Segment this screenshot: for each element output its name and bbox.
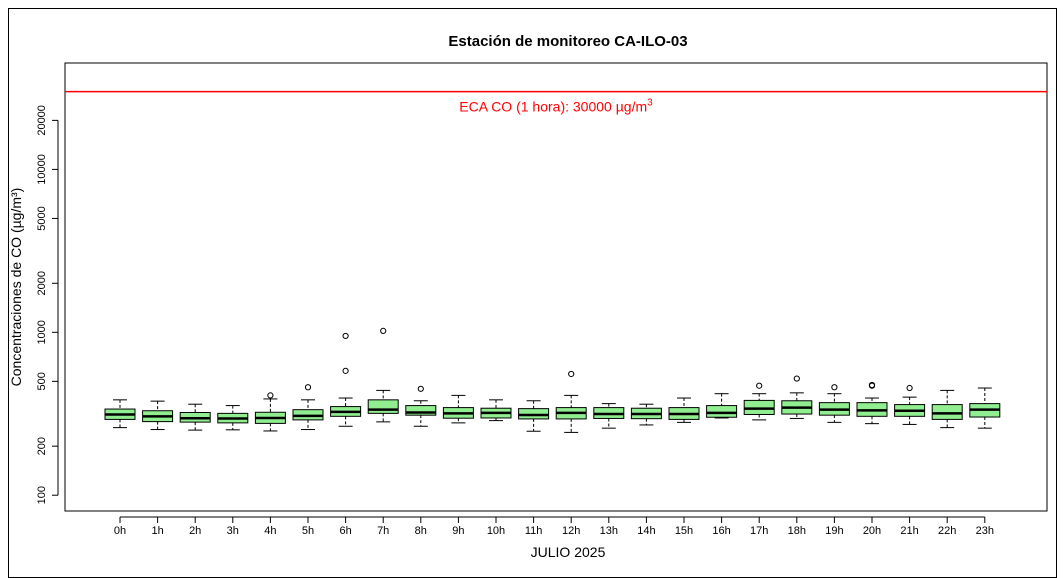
y-tick-label: 500	[36, 372, 48, 390]
outlier-point	[568, 370, 575, 378]
box-14h	[630, 403, 662, 426]
x-tick-label: 5h	[302, 525, 314, 537]
box-5h	[292, 384, 324, 431]
y-tick-label: 2000	[36, 271, 48, 295]
x-tick-label: 15h	[675, 525, 693, 537]
box-0h	[104, 399, 136, 429]
x-tick-label: 1h	[151, 525, 163, 537]
y-axis: 100 200 500 1000 2000 5000 10000 20000	[36, 105, 59, 504]
box-21h	[894, 384, 926, 425]
x-tick-label: 23h	[976, 525, 994, 537]
outlier-point	[304, 384, 312, 391]
x-tick-label: 6h	[339, 525, 351, 537]
x-tick-label: 11h	[525, 525, 543, 537]
x-axis-label: JULIO 2025	[531, 544, 606, 560]
outlier-point	[831, 384, 838, 391]
box-1h	[142, 400, 174, 431]
reference-label-sup: 3	[647, 98, 653, 109]
box-15h	[668, 397, 700, 423]
reference-label-main: ECA CO (1 hora): 30000 µg/m	[459, 99, 647, 115]
x-tick-label: 8h	[415, 525, 427, 537]
x-tick-label: 3h	[227, 525, 239, 537]
box-11h	[518, 400, 550, 432]
x-tick-label: 2h	[189, 525, 201, 537]
box-2h	[179, 403, 211, 431]
box-13h	[593, 403, 625, 429]
box-23h	[969, 387, 1001, 429]
x-tick-label: 22h	[938, 525, 956, 537]
box-20h	[856, 381, 888, 425]
box-16h	[706, 393, 738, 419]
x-tick-label: 12h	[562, 525, 580, 537]
outlier-point	[793, 375, 800, 382]
box-4h	[254, 392, 286, 432]
outlier-point	[417, 385, 424, 392]
y-tick-label: 5000	[36, 206, 48, 230]
box-iqr	[706, 405, 738, 418]
reference-line-label: ECA CO (1 hora): 30000 µg/m3	[459, 98, 653, 115]
x-tick-label: 10h	[487, 525, 505, 537]
box-19h	[818, 384, 850, 423]
y-tick-label: 1000	[36, 320, 48, 344]
y-tick-label: 20000	[36, 105, 48, 136]
x-tick-label: 18h	[788, 525, 806, 537]
box-6h	[330, 332, 362, 427]
outlier-point	[342, 367, 349, 374]
box-iqr	[367, 399, 399, 414]
box-8h	[405, 385, 437, 427]
x-tick-label: 0h	[114, 525, 126, 537]
box-iqr	[931, 404, 963, 420]
box-18h	[781, 375, 813, 419]
x-axis: 0h 1h 2h 3h 4h 5h 6h 7h 8h 9h 10h 11h 12h 13h 14h 15h 16…	[114, 516, 994, 537]
y-tick-label: 10000	[36, 154, 48, 185]
outlier-point	[868, 381, 876, 389]
x-tick-label: 19h	[825, 525, 843, 537]
outlier-point	[342, 332, 349, 340]
outlier-point	[267, 392, 274, 399]
x-tick-label: 17h	[750, 525, 768, 537]
x-tick-label: 4h	[264, 525, 276, 537]
box-22h	[931, 389, 963, 429]
box-series	[104, 327, 1001, 433]
box-3h	[217, 405, 249, 431]
y-axis-label: Concentraciones de CO (µg/m³)	[8, 188, 24, 387]
box-9h	[442, 394, 474, 424]
plot-area	[64, 62, 1048, 512]
reference-line-group: ECA CO (1 hora): 30000 µg/m3	[65, 90, 1047, 115]
outlier-point	[380, 327, 387, 335]
box-7h	[367, 327, 399, 423]
box-10h	[480, 399, 512, 422]
x-tick-label: 7h	[377, 525, 389, 537]
x-tick-label: 16h	[712, 525, 730, 537]
box-12h	[555, 370, 587, 433]
outlier-point	[906, 384, 913, 392]
x-tick-label: 21h	[900, 525, 918, 537]
y-tick-label: 100	[36, 486, 48, 504]
x-tick-label: 13h	[600, 525, 618, 537]
box-iqr	[405, 405, 437, 416]
outlier-point	[756, 382, 763, 389]
x-tick-label: 9h	[452, 525, 464, 537]
chart-title: Estación de monitoreo CA-ILO-03	[448, 33, 687, 50]
y-tick-label: 200	[36, 437, 48, 455]
x-tick-label: 14h	[637, 525, 655, 537]
box-17h	[743, 382, 775, 421]
x-tick-label: 20h	[863, 525, 881, 537]
